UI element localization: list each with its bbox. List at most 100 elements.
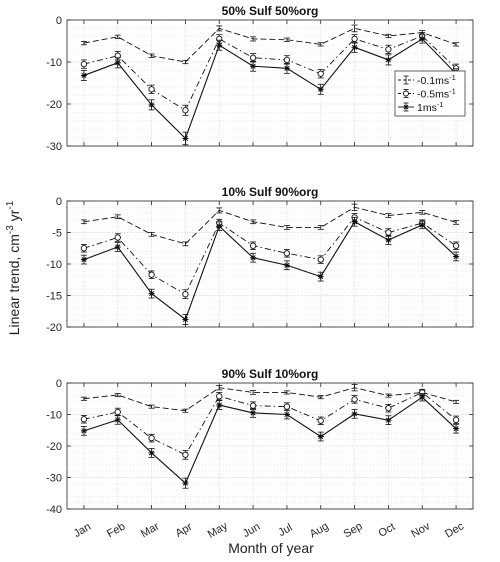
legend-label-base: -0.5ms — [417, 89, 449, 101]
y-axis-label-sup2: -1 — [5, 200, 16, 209]
x-tick-label: Jul — [276, 522, 294, 539]
y-tick-label: 0 — [56, 196, 62, 208]
y-tick-label: -20 — [46, 99, 62, 111]
x-tick-label: Feb — [105, 520, 127, 540]
x-tick-label: May — [206, 520, 230, 541]
data-point — [351, 218, 358, 225]
data-point — [385, 56, 392, 63]
data-point — [114, 243, 121, 250]
data-point — [249, 402, 257, 409]
series-solid — [80, 216, 460, 325]
panel-2: 0 -5 -10 -15 -20 10% Sulf 90%org — [46, 185, 474, 334]
data-point — [250, 254, 257, 261]
data-point — [452, 416, 460, 424]
data-point — [216, 393, 223, 400]
data-point — [182, 291, 189, 298]
x-tick-label: Nov — [409, 520, 432, 540]
series-dashed — [80, 384, 460, 413]
data-point — [114, 408, 121, 416]
data-point — [351, 410, 358, 417]
data-point — [385, 46, 392, 53]
data-point — [148, 290, 155, 297]
data-point — [419, 35, 426, 42]
y-axis-label-base: Linear trend, cm — [6, 234, 22, 335]
y-axis-label-mid: yr — [6, 209, 22, 225]
legend-label-sup: -1 — [449, 87, 456, 96]
data-point — [216, 223, 223, 230]
data-point — [317, 417, 324, 424]
y-axis-label-sup: -3 — [5, 225, 16, 234]
series-line — [83, 221, 457, 321]
data-point — [80, 245, 88, 252]
panel-3: 0 -10 -20 -30 -40 Jan Feb Mar Apr May Jun Jul Aug Sep… — [46, 367, 474, 541]
series-line — [83, 216, 457, 295]
y-tick-label: -5 — [52, 228, 62, 240]
y-tick-label: -30 — [46, 473, 62, 485]
series-dashdot — [80, 213, 460, 300]
y-tick-label: -20 — [46, 322, 62, 334]
y-tick-label: 0 — [56, 378, 62, 390]
data-point — [249, 54, 257, 61]
x-tick-label: Sep — [342, 520, 365, 540]
data-point — [453, 253, 460, 260]
data-point — [182, 451, 189, 458]
axes-frame — [66, 19, 474, 147]
data-point — [182, 107, 189, 114]
data-point — [148, 101, 155, 108]
legend-label: -0.1ms-1 — [417, 73, 456, 87]
panel-title: 10% Sulf 90%org — [222, 185, 319, 199]
legend-label: -0.5ms-1 — [417, 87, 456, 101]
y-tick-label: -10 — [46, 410, 62, 422]
x-tick-label: Mar — [139, 520, 162, 540]
series-line — [83, 35, 457, 111]
panel-title: 90% Sulf 10%org — [222, 367, 319, 381]
data-point — [385, 237, 392, 244]
y-tick-label: -40 — [46, 504, 62, 516]
legend-label-base: 1ms — [417, 102, 437, 114]
series-dashdot — [80, 388, 460, 460]
legend-label: 1ms-1 — [417, 100, 444, 114]
legend-label-base: -0.1ms — [417, 75, 449, 87]
legend-marker — [403, 104, 409, 110]
data-point — [148, 271, 155, 278]
data-point — [385, 417, 392, 424]
data-point — [249, 242, 257, 249]
x-tick-label: Dec — [443, 520, 466, 540]
data-point — [351, 44, 358, 51]
data-point — [283, 65, 290, 72]
data-point — [419, 394, 426, 401]
series-line — [83, 391, 457, 456]
series-line — [83, 27, 457, 63]
series-line — [83, 206, 457, 245]
x-tick-label: Aug — [308, 520, 331, 540]
data-point — [317, 256, 324, 263]
x-tick-label: Jun — [241, 521, 262, 540]
data-point — [351, 396, 358, 403]
data-point — [351, 35, 358, 43]
data-point — [283, 411, 290, 418]
series-solid — [80, 392, 460, 489]
series-line — [83, 396, 457, 485]
data-point — [283, 56, 291, 64]
legend-label-sup: -1 — [437, 100, 444, 109]
data-point — [317, 86, 324, 93]
x-tick-label: Jan — [72, 521, 93, 540]
y-tick-label: -15 — [46, 291, 62, 303]
data-point — [317, 70, 324, 77]
data-point — [283, 403, 291, 410]
data-point — [385, 405, 392, 412]
data-point — [419, 221, 426, 228]
legend-label-sup: -1 — [449, 73, 456, 82]
data-point — [80, 427, 87, 434]
data-point — [452, 242, 460, 249]
data-point — [317, 273, 324, 280]
legend-marker — [403, 90, 409, 97]
data-point — [114, 59, 121, 66]
y-tick-label: -20 — [46, 441, 62, 453]
series-dashed — [80, 24, 460, 65]
x-tick-label: Oct — [377, 521, 398, 540]
